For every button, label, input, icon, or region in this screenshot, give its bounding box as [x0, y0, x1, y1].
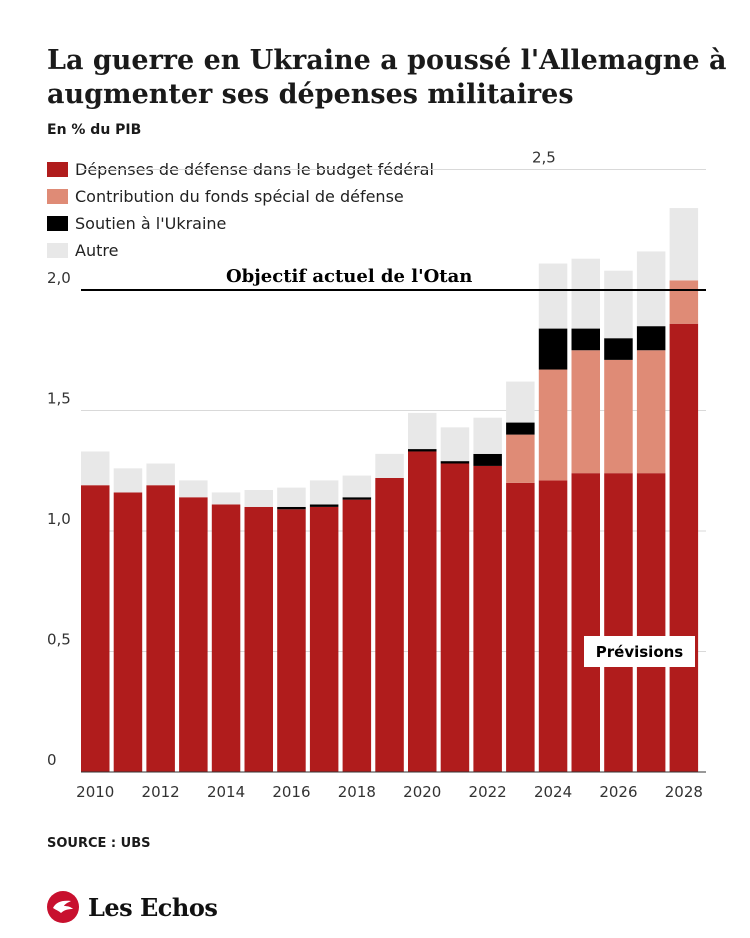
bar-segment-2010-s3: [81, 451, 110, 486]
bar-segment-2022-s3: [473, 417, 502, 454]
bar-segment-2024-s2: [538, 328, 568, 370]
bar-segment-2016-s2: [277, 506, 306, 510]
bar-segment-2018-s0: [342, 499, 372, 772]
bar-segment-2017-s3: [309, 480, 339, 505]
x-tick-label: 2012: [142, 783, 180, 801]
x-tick-label: 2014: [207, 783, 245, 801]
bar-segment-2018-s2: [342, 497, 372, 500]
legend-item-special-fund: Contribution du fonds spécial de défense: [47, 183, 434, 210]
bar-segment-2025-s2: [571, 328, 600, 351]
bar-segment-2015-s3: [244, 490, 273, 507]
bar-segment-2017-s0: [309, 506, 339, 772]
bar-segment-2027-s0: [636, 473, 666, 772]
legend-swatch-other: [47, 243, 68, 258]
chart-subtitle: En % du PIB: [47, 122, 142, 138]
legend-item-other: Autre: [47, 237, 434, 264]
bar-segment-2014-s3: [211, 492, 241, 505]
legend: Dépenses de défense dans le budget fédér…: [47, 156, 434, 264]
chart-title: La guerre en Ukraine a poussé l'Allemagn…: [47, 45, 727, 110]
bar-segment-2013-s0: [179, 497, 208, 772]
bar-segment-2021-s0: [440, 463, 470, 772]
bar-segment-2022-s0: [473, 465, 502, 772]
y-tick-label: 2,5: [532, 149, 556, 167]
forecast-label-box: [584, 636, 695, 667]
y-tick-label: 1,5: [47, 390, 71, 408]
bar-segment-2028-s1: [669, 280, 699, 324]
bar-segment-2010-s0: [81, 485, 110, 772]
bar-segment-2027-s1: [636, 350, 666, 474]
bar-segment-2024-s0: [538, 480, 568, 772]
brand: Les Echos: [46, 890, 218, 924]
bar-segment-2017-s2: [309, 504, 339, 507]
x-axis: 2010 2012 2014 2016 2018 2020 2022 2024 2026 2028: [76, 783, 703, 801]
reference-line-group: Objectif actuel de l'Otan: [81, 266, 706, 291]
bar-segment-2019-s3: [375, 453, 404, 478]
bar-segment-2022-s2: [473, 453, 502, 466]
legend-swatch-defense-budget: [47, 162, 68, 177]
bar-segment-2012-s0: [146, 485, 175, 772]
bar-segment-2019-s0: [375, 477, 404, 772]
bar-segment-2026-s0: [604, 473, 633, 772]
bar-segment-2020-s3: [408, 412, 437, 450]
bar-segment-2024-s1: [538, 369, 568, 481]
y-tick-label: 2,0: [47, 269, 71, 287]
y-tick-label: 0: [47, 751, 57, 769]
bar-segment-2027-s3: [636, 251, 666, 327]
bar-segment-2020-s0: [408, 451, 437, 772]
brand-name: Les Echos: [88, 892, 218, 922]
bar-segment-2023-s1: [506, 434, 535, 483]
bar-segment-2028-s0: [669, 323, 699, 772]
forecast-group: Prévisions: [584, 636, 695, 667]
x-tick-label: 2020: [403, 783, 441, 801]
y-axis: 0 0,5 1,0 1,5 2,0 2,5: [47, 149, 556, 770]
bar-segment-2026-s1: [604, 359, 633, 474]
bar-segment-2021-s3: [440, 427, 470, 462]
les-echos-logo-icon: [47, 891, 79, 923]
legend-label-ukraine-support: Soutien à l'Ukraine: [75, 214, 227, 233]
bar-segment-2011-s0: [113, 492, 143, 772]
legend-label-special-fund: Contribution du fonds spécial de défense: [75, 187, 404, 206]
bar-segment-2025-s3: [571, 258, 600, 329]
legend-swatch-ukraine-support: [47, 216, 68, 231]
bar-segment-2026-s2: [604, 338, 633, 360]
bar-segment-2012-s3: [146, 463, 175, 486]
bar-segment-2023-s0: [506, 482, 535, 772]
bar-segment-2024-s3: [538, 263, 568, 329]
bar-segment-2020-s2: [408, 449, 437, 452]
bar-segment-2018-s3: [342, 475, 372, 498]
bar-segment-2014-s0: [211, 504, 241, 772]
x-tick-label: 2016: [272, 783, 310, 801]
bar-segment-2027-s2: [636, 326, 666, 351]
x-tick-label: 2024: [534, 783, 572, 801]
bar-segment-2015-s0: [244, 506, 273, 772]
bar-segment-2023-s2: [506, 422, 535, 435]
bar-segment-2026-s3: [604, 270, 633, 339]
bar-segment-2016-s3: [277, 487, 306, 507]
bar-segment-2011-s3: [113, 468, 143, 493]
x-tick-label: 2028: [665, 783, 703, 801]
bar-segment-2021-s2: [440, 461, 470, 464]
x-tick-label: 2018: [338, 783, 376, 801]
legend-label-other: Autre: [75, 241, 119, 260]
legend-swatch-special-fund: [47, 189, 68, 204]
bars: [81, 208, 706, 773]
y-tick-label: 1,0: [47, 510, 71, 528]
x-tick-label: 2010: [76, 783, 114, 801]
bar-segment-2013-s3: [179, 480, 208, 498]
y-tick-label: 0,5: [47, 631, 71, 649]
bar-segment-2025-s1: [571, 350, 600, 474]
otan-target-label: Objectif actuel de l'Otan: [226, 266, 472, 287]
bar-segment-2028-s3: [669, 208, 699, 281]
x-tick-label: 2022: [469, 783, 507, 801]
forecast-label: Prévisions: [596, 643, 684, 661]
bar-segment-2023-s3: [506, 381, 535, 423]
bar-segment-2025-s0: [571, 473, 600, 772]
legend-item-ukraine-support: Soutien à l'Ukraine: [47, 210, 434, 237]
x-tick-label: 2026: [599, 783, 637, 801]
bar-segment-2016-s0: [277, 509, 306, 772]
source-note: SOURCE : UBS: [47, 836, 151, 851]
